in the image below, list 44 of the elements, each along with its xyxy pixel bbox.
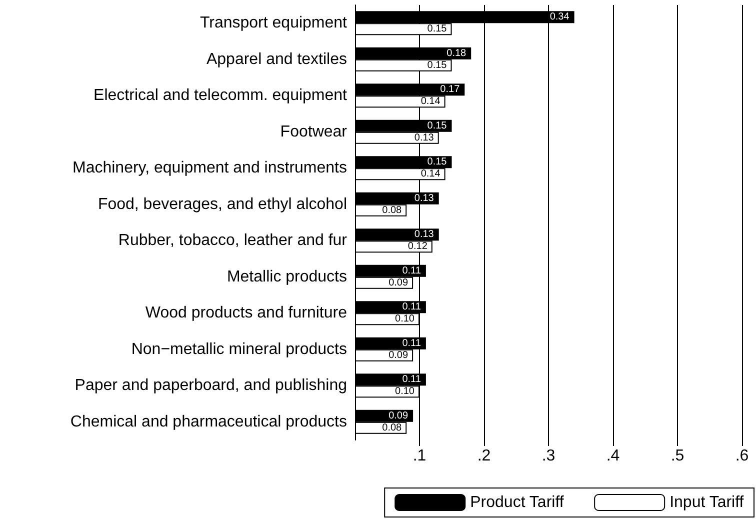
y-tick-label: Metallic products [226,268,347,286]
x-tick-label: .3 [542,448,556,464]
y-tick-label: Rubber, tobacco, leather and fur [118,232,348,250]
y-tick-label: Electrical and telecomm. equipment [94,87,348,104]
x-tick-label: .1 [412,448,426,464]
data-label: 0.13 [414,192,434,204]
legend-label: Product Tariff [470,494,564,511]
y-tick-label: Wood products and furniture [145,304,348,322]
y-tick-label: Non−metallic mineral products [131,340,347,358]
data-label: 0.11 [402,338,422,349]
data-label: 0.10 [395,386,415,398]
data-label: 0.18 [446,48,467,59]
y-tick-label: Food, beverages, and ethyl alcohol [98,196,347,213]
data-label: 0.08 [382,422,402,434]
data-label: 0.17 [440,84,460,96]
data-label: 0.13 [414,229,434,240]
y-tick-label: Chemical and pharmaceutical products [70,413,347,430]
data-label: 0.15 [427,60,448,71]
data-label: 0.09 [388,277,408,288]
data-label: 0.15 [427,24,448,35]
x-tick-label: .4 [606,448,620,464]
data-label: 0.11 [402,374,422,386]
x-tick-label: .5 [670,448,684,464]
data-label: 0.15 [427,120,448,132]
y-tick-label: Paper and paperboard, and publishing [74,377,347,394]
data-label: 0.11 [402,265,422,276]
data-label: 0.34 [550,12,570,23]
data-label: 0.08 [382,204,402,216]
data-label: 0.14 [420,168,441,180]
data-label: 0.12 [408,241,428,252]
x-tick-label: .6 [735,448,749,464]
y-tick-label: Machinery, equipment and instruments [72,160,347,177]
data-label: 0.15 [427,156,448,168]
data-label: 0.10 [395,314,415,325]
data-label: 0.11 [402,302,422,313]
data-label: 0.09 [388,350,408,361]
y-tick-label: Apparel and textiles [206,50,347,68]
x-tick-label: .2 [477,448,491,464]
y-tick-label: Footwear [280,123,348,140]
legend-label: Input Tariff [670,494,744,511]
data-label: 0.13 [414,132,434,144]
data-label: 0.14 [420,96,441,108]
data-label: 0.09 [388,410,408,422]
y-tick-label: Transport equipment [200,14,348,32]
